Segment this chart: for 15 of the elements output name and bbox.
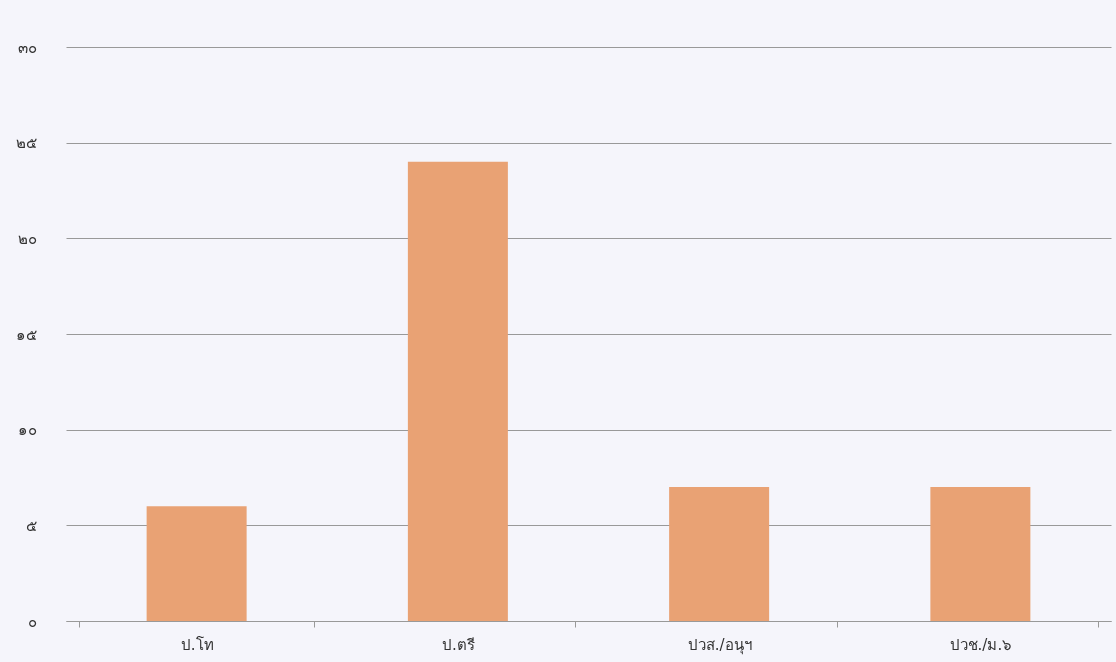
x-tick-label: ปวส./อนุฯ bbox=[687, 635, 752, 655]
bar bbox=[407, 161, 508, 621]
y-tick-label: ๑๕ bbox=[15, 325, 37, 344]
bar bbox=[930, 487, 1031, 621]
bar bbox=[146, 506, 247, 621]
x-tick-label: ปวช./ม.๖ bbox=[949, 635, 1013, 654]
y-tick-label: ๒๐ bbox=[17, 229, 37, 248]
y-tick-label: ๐ bbox=[27, 612, 37, 631]
y-tick-label: ๒๕ bbox=[15, 134, 37, 153]
y-tick-label: ๑๐ bbox=[17, 421, 37, 440]
x-tick-label: ป.ตรี bbox=[441, 635, 475, 654]
y-tick-label: ๕ bbox=[25, 516, 37, 535]
x-tick-label: ป.โท bbox=[180, 635, 214, 654]
y-tick-label: ๓๐ bbox=[17, 38, 37, 57]
bar bbox=[669, 487, 770, 621]
